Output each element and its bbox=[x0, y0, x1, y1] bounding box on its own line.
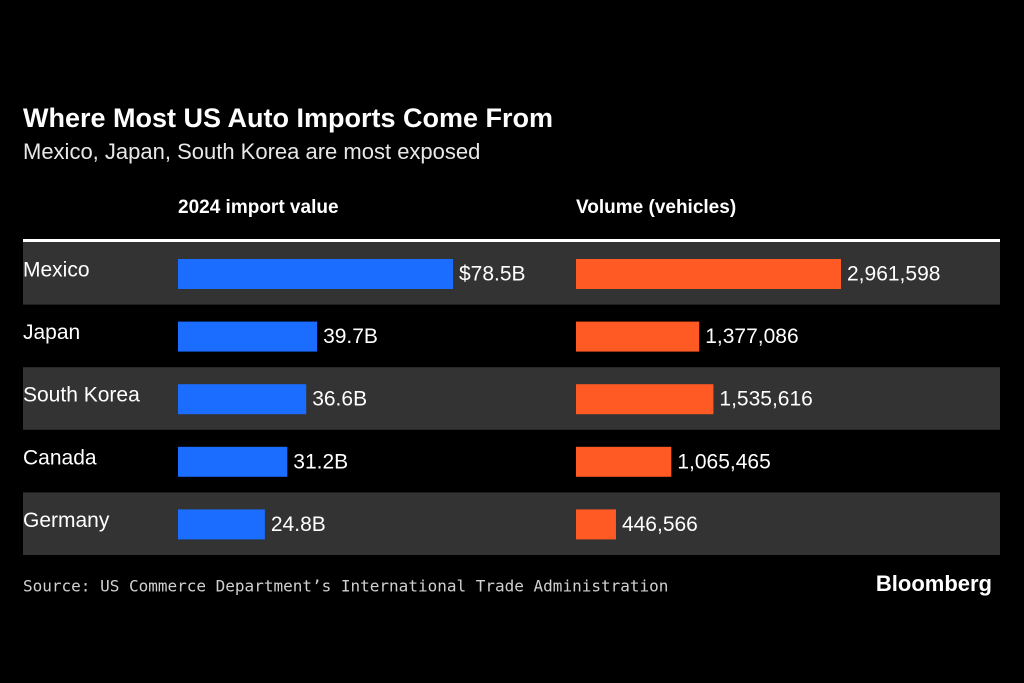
category-label: Canada bbox=[23, 446, 97, 469]
category-label: Japan bbox=[23, 321, 80, 344]
value-label: 446,566 bbox=[622, 513, 698, 536]
chart-title: Where Most US Auto Imports Come From bbox=[23, 103, 553, 133]
value-label: 1,535,616 bbox=[719, 388, 812, 411]
source: Source: US Commerce Department’s Interna… bbox=[23, 577, 668, 596]
value-label: 2,961,598 bbox=[847, 263, 940, 286]
bar bbox=[178, 321, 318, 352]
category-label: Mexico bbox=[23, 259, 90, 282]
bar bbox=[576, 259, 841, 289]
value-label: 31.2B bbox=[293, 450, 348, 473]
rows bbox=[23, 242, 1000, 555]
bar bbox=[178, 384, 307, 415]
category-label: South Korea bbox=[23, 384, 140, 407]
value-label: 1,065,465 bbox=[677, 450, 770, 473]
chart-subtitle: Mexico, Japan, South Korea are most expo… bbox=[23, 139, 480, 164]
legend-label: 2024 import value bbox=[178, 197, 339, 218]
value-label: $78.5B bbox=[459, 263, 526, 286]
bar bbox=[576, 384, 714, 415]
value-label: 24.8B bbox=[271, 513, 326, 536]
bar bbox=[178, 446, 288, 477]
row-band bbox=[23, 367, 1000, 430]
category-label: Germany bbox=[23, 509, 110, 532]
bar bbox=[178, 509, 265, 540]
bar bbox=[576, 446, 672, 477]
value-label: 36.6B bbox=[312, 388, 367, 411]
row-band bbox=[23, 492, 1000, 555]
bar bbox=[576, 321, 700, 352]
bar bbox=[178, 259, 453, 289]
bar bbox=[576, 509, 616, 540]
brand: Bloomberg bbox=[876, 571, 992, 596]
legend-label: Volume (vehicles) bbox=[576, 197, 736, 218]
value-label: 1,377,086 bbox=[705, 325, 798, 348]
header-rule bbox=[23, 239, 1000, 242]
value-label: 39.7B bbox=[323, 325, 378, 348]
